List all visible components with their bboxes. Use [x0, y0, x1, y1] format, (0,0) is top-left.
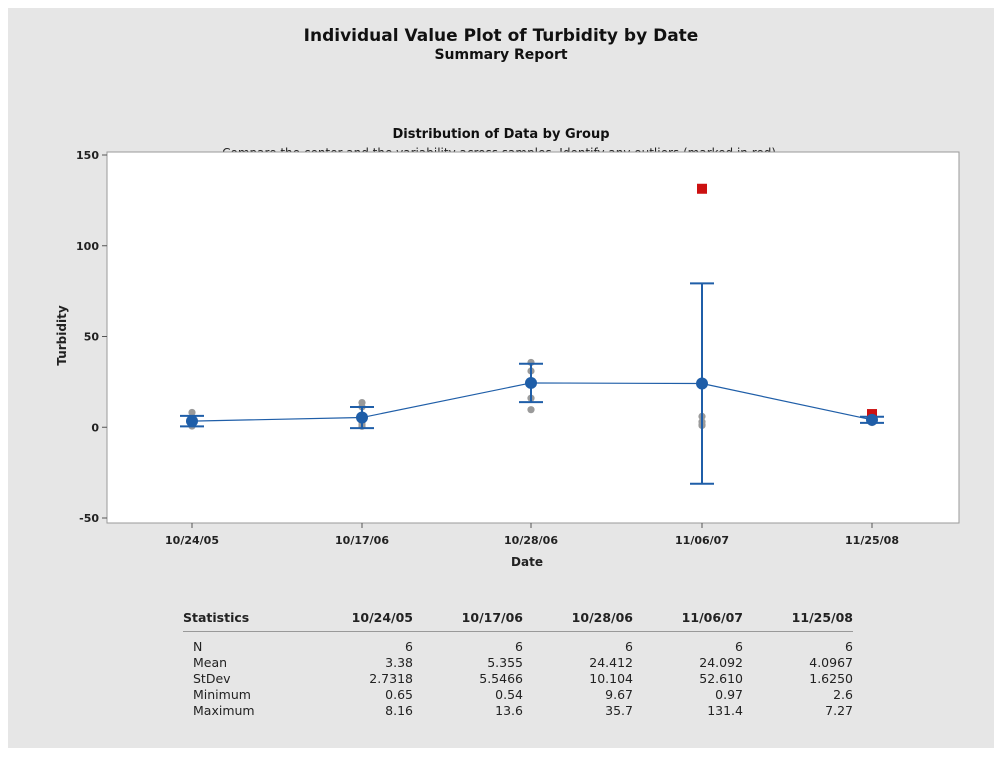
outlier-point: [697, 183, 707, 194]
row-label: Maximum: [193, 703, 255, 718]
table-cell: 35.7: [605, 703, 633, 718]
table-cell: 1.6250: [809, 671, 853, 686]
x-tick-label: 10/24/05: [165, 534, 219, 547]
table-cell: 0.65: [385, 687, 413, 702]
table-cell: 6: [515, 639, 523, 654]
statistics-column-header: 11/06/07: [633, 607, 743, 632]
row-label: Minimum: [193, 687, 251, 702]
mean-marker: [866, 413, 878, 426]
statistics-column-header: 11/25/08: [743, 607, 853, 632]
x-tick-label: 10/17/06: [335, 534, 389, 547]
chart-title: Individual Value Plot of Turbidity by Da…: [303, 26, 699, 46]
table-cell: 0.54: [495, 687, 523, 702]
data-point: [527, 406, 535, 414]
table-cell: 3.38: [385, 655, 413, 670]
table-row: Mean 3.38 5.355 24.412 24.092 4.0967: [183, 655, 853, 671]
table-cell: 2.6: [833, 687, 853, 702]
table-cell: 6: [735, 639, 743, 654]
chart-subtitle: Summary Report: [434, 47, 568, 63]
table-cell: 24.092: [699, 655, 743, 670]
x-tick-label: 11/06/07: [675, 534, 729, 547]
table-cell: 0.97: [715, 687, 743, 702]
table-cell: 6: [845, 639, 853, 654]
individual-value-plot: -50 0 50 100 150 10/24/05 10/17/06 10/28/06 11/0…: [55, 149, 960, 569]
y-tick-label: 100: [76, 240, 99, 253]
table-cell: 6: [405, 639, 413, 654]
table-cell: 8.16: [385, 703, 413, 718]
x-tick-label: 11/25/08: [845, 534, 899, 547]
table-cell: 52.610: [699, 671, 743, 686]
y-tick-label: 0: [91, 421, 99, 434]
statistics-column-header: 10/24/05: [303, 607, 413, 632]
table-cell: 6: [625, 639, 633, 654]
data-point: [358, 398, 366, 407]
row-label: N: [193, 639, 203, 654]
table-row: StDev 2.7318 5.5466 10.104 52.610 1.6250: [183, 671, 853, 687]
table-cell: 4.0967: [809, 655, 853, 670]
y-tick-label: -50: [79, 512, 99, 525]
table-row: Maximum 8.16 13.6 35.7 131.4 7.27: [183, 703, 853, 719]
table-cell: 131.4: [707, 703, 743, 718]
y-tick-label: 50: [84, 331, 100, 344]
table-cell: 5.5466: [479, 671, 523, 686]
data-point: [188, 408, 196, 417]
table-cell: 2.7318: [369, 671, 413, 686]
mean-marker: [525, 376, 537, 389]
table-row: N 6 6 6 6 6: [183, 632, 853, 656]
table-row: Minimum 0.65 0.54 9.67 0.97 2.6: [183, 687, 853, 703]
statistics-column-header: 10/28/06: [523, 607, 633, 632]
y-axis-label: Turbidity: [55, 305, 69, 365]
table-cell: 7.27: [825, 703, 853, 718]
statistics-header-label: Statistics: [183, 607, 303, 632]
table-cell: 10.104: [589, 671, 633, 686]
plot-area: [106, 151, 960, 524]
table-cell: 5.355: [487, 655, 523, 670]
statistics-table: Statistics 10/24/05 10/17/06 10/28/06 11…: [183, 607, 853, 719]
x-axis-label: Date: [511, 555, 543, 569]
statistics-column-header: 10/17/06: [413, 607, 523, 632]
section-title: Distribution of Data by Group: [392, 127, 610, 142]
row-label: StDev: [193, 671, 231, 686]
table-cell: 24.412: [589, 655, 633, 670]
row-label: Mean: [193, 655, 228, 670]
statistics-header-row: Statistics 10/24/05 10/17/06 10/28/06 11…: [183, 607, 853, 632]
y-tick-label: 150: [76, 149, 99, 162]
mean-marker: [356, 411, 368, 424]
table-cell: 13.6: [495, 703, 523, 718]
x-tick-label: 10/28/06: [504, 534, 558, 547]
table-cell: 9.67: [605, 687, 633, 702]
mean-marker: [696, 377, 708, 390]
mean-marker: [186, 415, 198, 428]
